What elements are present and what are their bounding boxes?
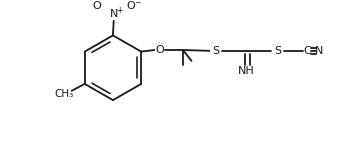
Text: S: S: [212, 46, 219, 56]
Text: N: N: [110, 9, 118, 19]
Text: +: +: [116, 6, 122, 14]
Text: O: O: [92, 1, 101, 11]
Text: N: N: [315, 46, 324, 56]
Text: O: O: [126, 1, 135, 11]
Text: O: O: [155, 45, 164, 55]
Text: S: S: [274, 46, 281, 56]
Text: CH₃: CH₃: [54, 89, 73, 99]
Text: −: −: [134, 0, 140, 7]
Text: C: C: [303, 46, 311, 56]
Text: NH: NH: [238, 66, 255, 76]
